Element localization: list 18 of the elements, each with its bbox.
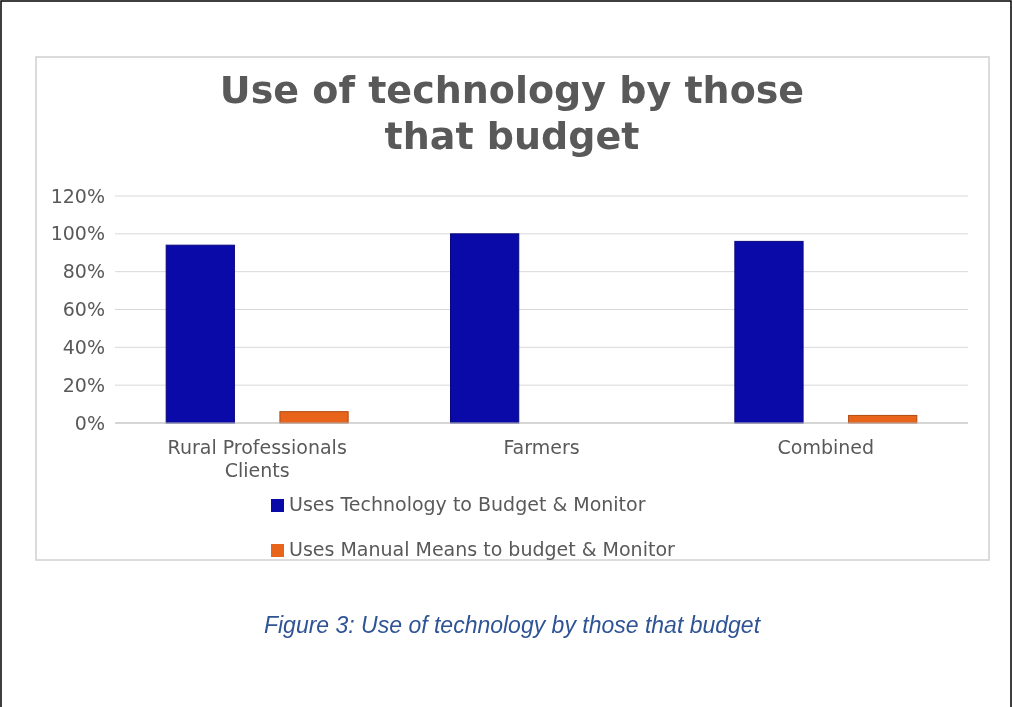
y-tick-label: 0%: [74, 411, 105, 434]
y-tick-label: 40%: [62, 335, 105, 358]
y-tick-label: 120%: [50, 184, 105, 207]
y-tick-label: 20%: [62, 373, 105, 396]
bar: [450, 233, 520, 424]
x-tick-label: Farmers: [503, 436, 580, 459]
x-tick-label: Rural Professionals Clients: [167, 436, 347, 482]
bar: [165, 244, 235, 424]
bar: [734, 240, 804, 424]
chart-title: Use of technology by those that budget: [219, 68, 805, 158]
y-tick-label: 100%: [50, 222, 105, 245]
legend-label: Uses Manual Means to budget & Monitor: [289, 538, 676, 560]
bar: [279, 411, 349, 424]
legend-label: Uses Technology to Budget & Monitor: [289, 493, 646, 515]
caption: Figure 3: Use of technology by those that budget: [263, 612, 762, 638]
y-tick-label: 60%: [62, 298, 105, 321]
x-tick-label: Combined: [777, 436, 875, 459]
y-tick-label: 80%: [62, 260, 105, 283]
